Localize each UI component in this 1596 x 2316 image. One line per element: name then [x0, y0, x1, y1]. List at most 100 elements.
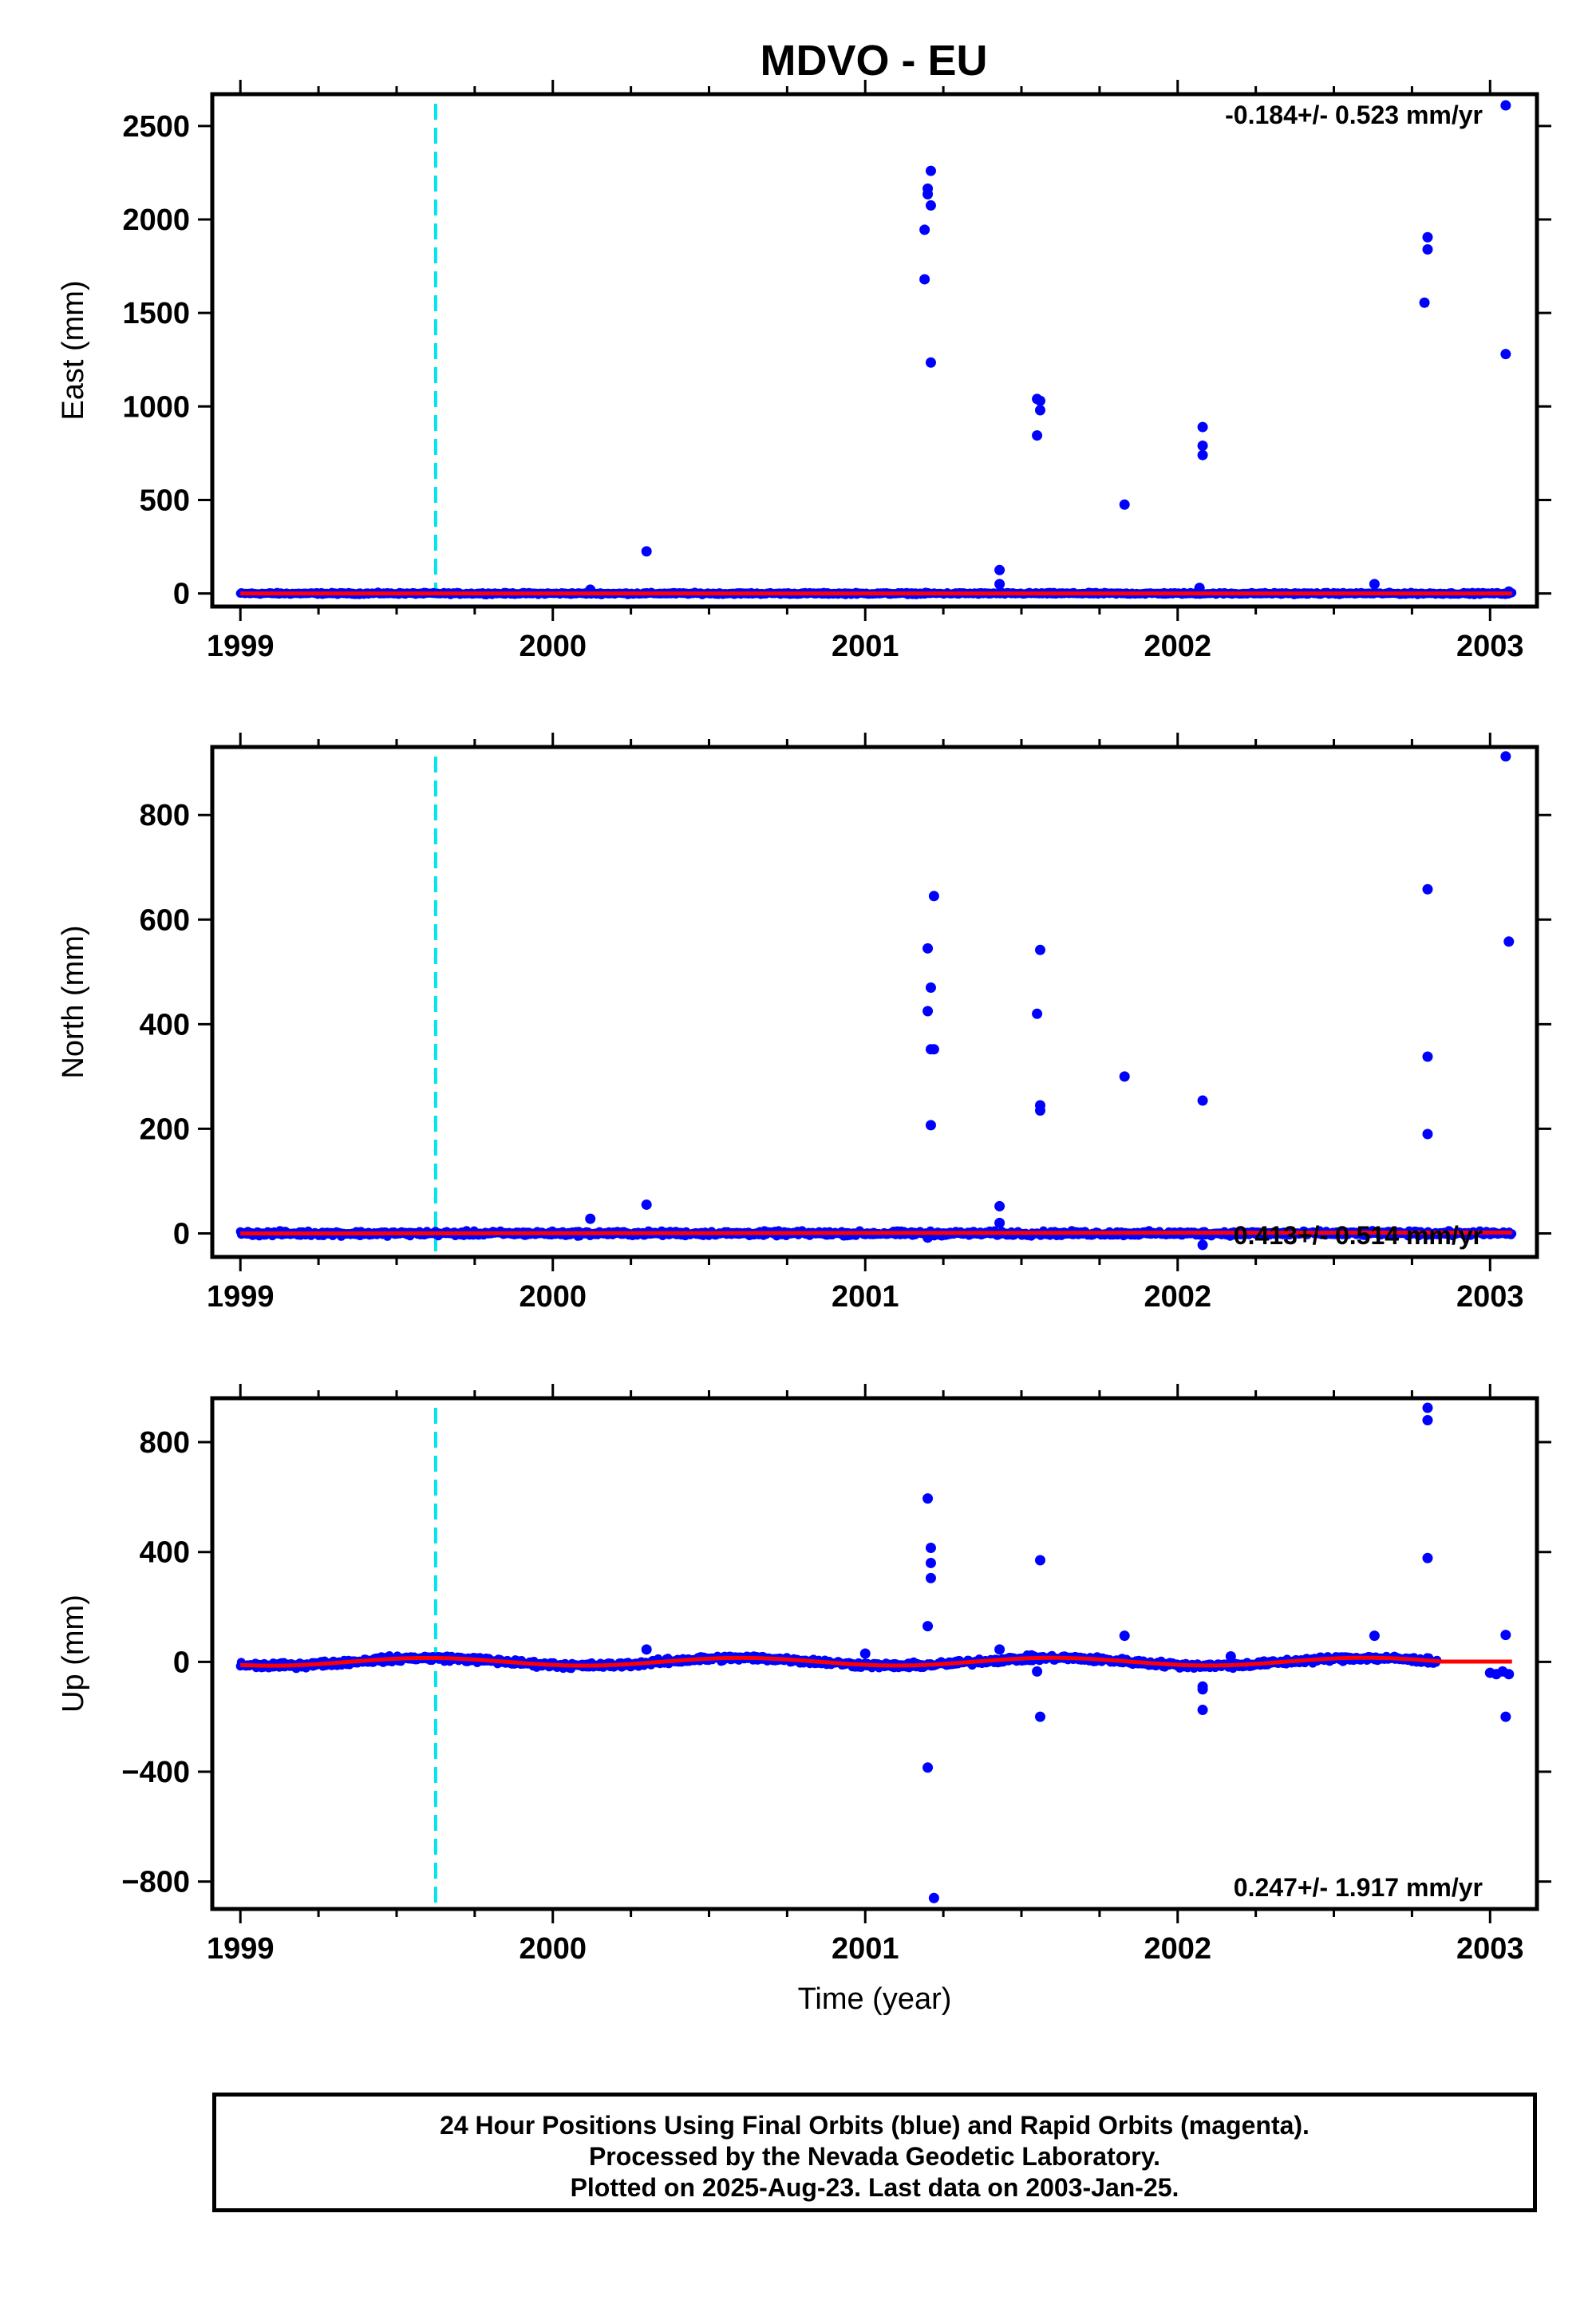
data-point	[994, 1644, 1005, 1655]
plot-frame	[210, 745, 1539, 1259]
data-point	[928, 1044, 939, 1055]
y-tick-label: 0	[173, 578, 190, 611]
data-point	[1422, 1552, 1433, 1563]
panel-3: 1999 2000 2001 2002 2003 −800 −400 0 400 800 Up (m…	[57, 1384, 1551, 2016]
x-tick-label: 2003	[1456, 630, 1524, 663]
y-tick-label: 2000	[122, 204, 190, 237]
data-point	[925, 165, 936, 176]
plot-frame	[210, 1396, 1539, 1911]
x-tick-label: 2001	[832, 630, 899, 663]
chart-title: MDVO - EU	[760, 37, 988, 85]
data-point	[922, 1762, 934, 1773]
data-point	[1035, 1555, 1045, 1566]
data-point	[1422, 1415, 1433, 1426]
y-tick-label: 200	[140, 1113, 190, 1146]
data-point	[641, 1199, 652, 1210]
data-point	[1035, 405, 1045, 416]
data-point	[1197, 1684, 1208, 1695]
data-point	[1119, 1630, 1130, 1642]
plot-area-3	[235, 1402, 1515, 1909]
x-axis-label: Time (year)	[798, 1982, 952, 2016]
data-point	[1503, 1669, 1515, 1680]
x-tick-label: 2002	[1144, 1280, 1211, 1314]
data-point	[1503, 936, 1515, 947]
footer-box: 24 Hour Positions Using Final Orbits (bl…	[212, 2093, 1537, 2212]
y-tick-label: 600	[140, 903, 190, 937]
y-tick-label: 0	[173, 1218, 190, 1251]
data-point	[925, 982, 936, 993]
data-point	[1369, 579, 1380, 590]
footer-line-1: 24 Hour Positions Using Final Orbits (bl…	[440, 2111, 1310, 2140]
y-tick-label: 500	[140, 484, 190, 517]
x-tick-label: 2003	[1456, 1932, 1524, 1966]
data-point	[994, 579, 1005, 590]
footer-line-2: Processed by the Nevada Geodetic Laborat…	[588, 2142, 1161, 2171]
plot-area-2	[235, 751, 1517, 1257]
data-point	[928, 891, 939, 902]
data-point	[1032, 1008, 1043, 1019]
data-point	[1119, 1071, 1130, 1082]
data-point	[922, 1621, 934, 1632]
velocity-annotation: 0.247+/- 1.917 mm/yr	[1234, 1873, 1483, 1902]
data-point	[1500, 1630, 1511, 1641]
x-tick-label: 1999	[207, 1280, 275, 1314]
data-point	[919, 224, 930, 235]
x-tick-label: 1999	[207, 630, 275, 663]
data-point	[925, 1557, 936, 1568]
data-point	[922, 1006, 934, 1017]
data-point	[1194, 583, 1205, 594]
data-point	[994, 1217, 1005, 1228]
data-point	[922, 1232, 934, 1243]
y-tick-label: 1000	[122, 390, 190, 424]
y-axis-label: East (mm)	[57, 280, 90, 420]
data-point	[922, 943, 934, 954]
y-tick-label: 0	[173, 1646, 190, 1679]
data-point	[1032, 1666, 1043, 1677]
data-point	[1197, 1705, 1208, 1716]
x-tick-label: 2000	[519, 1280, 587, 1314]
data-point	[1197, 449, 1208, 460]
y-tick-label: 1500	[122, 297, 190, 330]
data-point	[994, 564, 1005, 575]
data-point	[1500, 100, 1511, 111]
x-tick-label: 2003	[1456, 1280, 1524, 1314]
x-tick-label: 2002	[1144, 630, 1211, 663]
data-point	[925, 200, 936, 211]
data-point	[925, 1543, 936, 1554]
data-point	[1422, 1402, 1433, 1413]
data-point	[1197, 440, 1208, 451]
trend-line	[240, 1655, 1512, 1668]
y-tick-label: −400	[121, 1756, 190, 1789]
data-point	[1500, 1711, 1511, 1722]
data-point	[1035, 944, 1045, 955]
plot-area-1	[235, 100, 1517, 607]
data-point	[1119, 499, 1130, 510]
data-point	[1500, 751, 1511, 762]
data-point	[1197, 1095, 1208, 1106]
data-point	[585, 1213, 596, 1224]
panel-1: 1999 2000 2001 2002 2003 0 500 1000 1500 2000 2500…	[57, 80, 1551, 663]
data-point	[1422, 1128, 1433, 1140]
y-tick-label: 800	[140, 1426, 190, 1460]
y-axis-label: Up (mm)	[57, 1595, 90, 1713]
data-point	[922, 1493, 934, 1504]
data-point	[641, 546, 652, 557]
velocity-annotation: 0.413+/- 0.514 mm/yr	[1234, 1221, 1483, 1250]
footer-line-3: Plotted on 2025-Aug-23. Last data on 200…	[570, 2173, 1179, 2202]
data-point	[928, 1892, 939, 1903]
x-tick-label: 2000	[519, 630, 587, 663]
data-point	[1035, 395, 1045, 406]
velocity-annotation: -0.184+/- 0.523 mm/yr	[1225, 101, 1483, 129]
x-tick-label: 2000	[519, 1932, 587, 1966]
y-tick-label: 400	[140, 1008, 190, 1041]
y-axis-label: North (mm)	[57, 925, 90, 1078]
y-tick-label: 800	[140, 799, 190, 832]
data-point	[925, 357, 936, 368]
data-point	[1422, 883, 1433, 895]
trend-line	[240, 1230, 1512, 1236]
data-point	[1032, 430, 1043, 441]
data-point	[1422, 231, 1433, 243]
data-point	[1369, 1630, 1380, 1642]
